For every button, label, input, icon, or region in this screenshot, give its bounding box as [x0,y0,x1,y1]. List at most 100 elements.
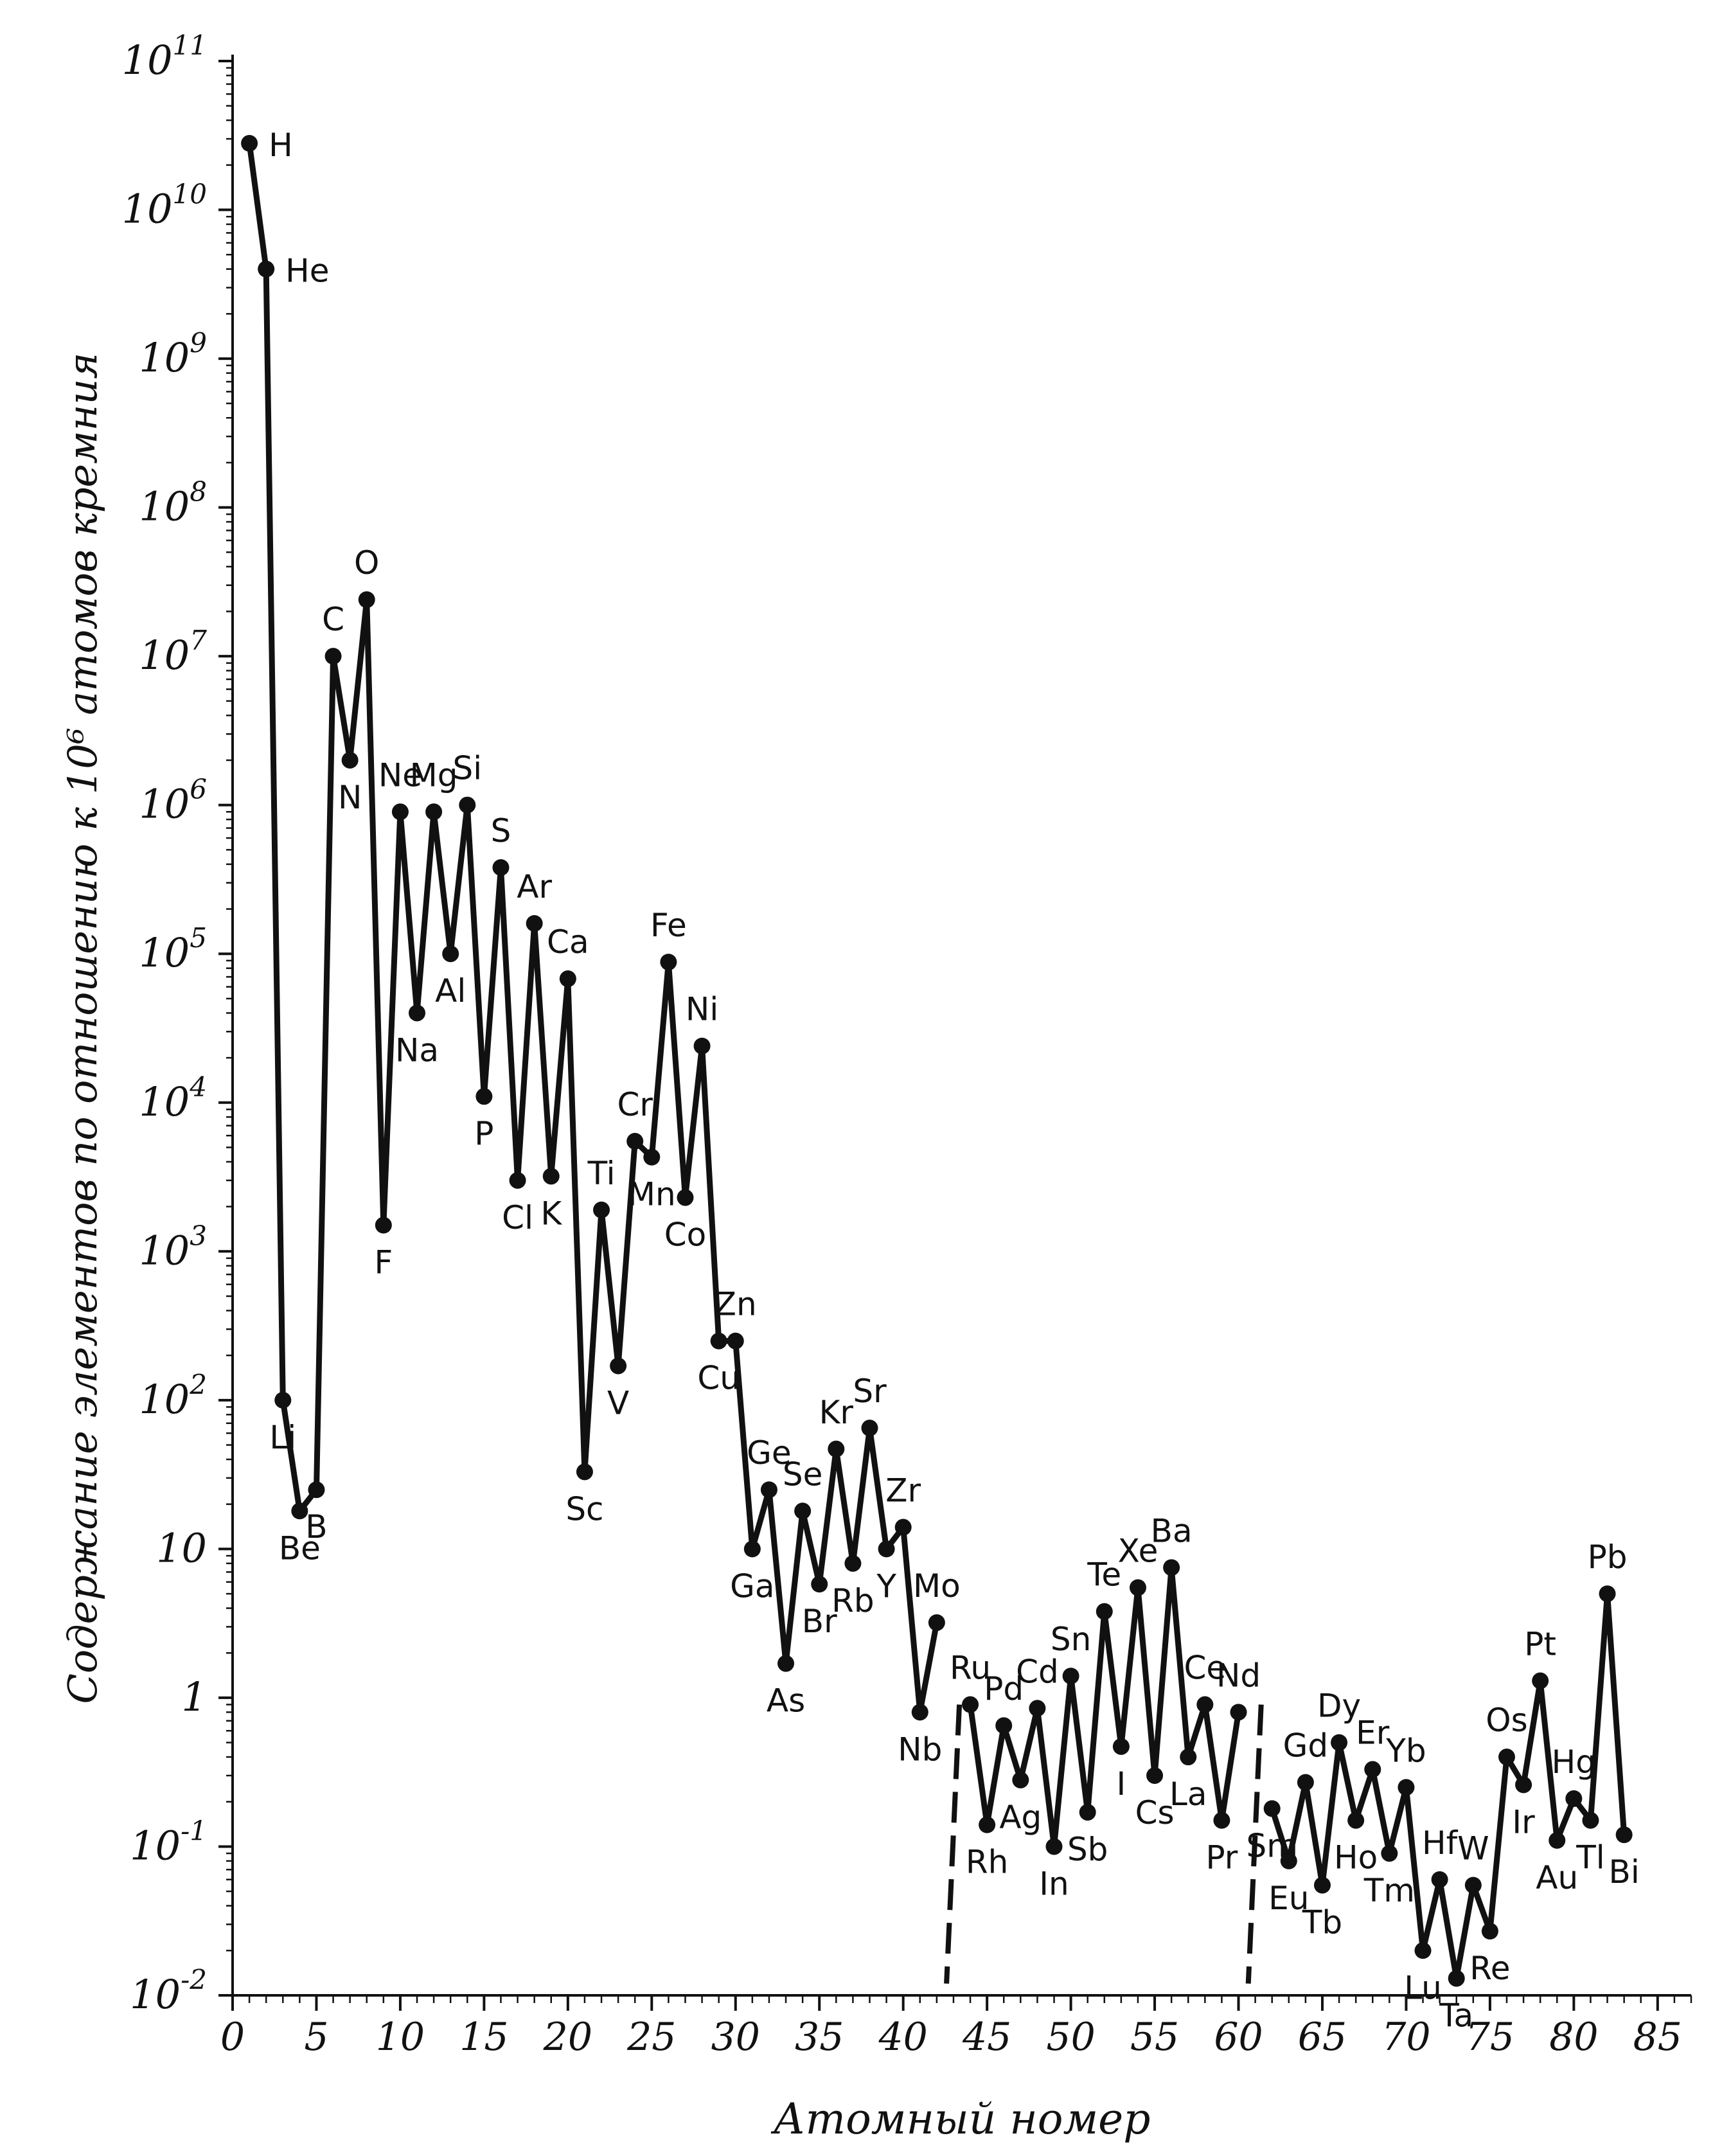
data-point-os [1498,1749,1515,1766]
data-point-lu [1414,1942,1432,1959]
element-label: Mo [913,1567,961,1605]
data-point-in [1045,1838,1063,1855]
data-point-nd [1230,1704,1247,1721]
data-point-ba [1163,1559,1180,1576]
x-tick-label: 55 [1130,2015,1179,2060]
data-point-au [1549,1831,1566,1849]
y-tick-label: 1010 [122,179,207,233]
element-label: Ar [517,868,552,905]
data-point-gd [1297,1774,1314,1791]
element-label: Os [1486,1702,1527,1739]
axis-titles: Атомный номер Содержание элементов по отн… [59,353,1150,2144]
data-point-ar [526,914,543,932]
element-label: I [1116,1765,1126,1803]
data-point-yb [1398,1779,1415,1796]
element-label: Sc [565,1490,603,1528]
data-point-ir [1515,1776,1532,1794]
data-point-be [291,1502,308,1520]
element-label: Cs [1135,1794,1175,1831]
data-point-ho [1347,1812,1365,1829]
data-point-f [375,1216,392,1234]
element-label: He [285,253,329,290]
element-label: Rb [831,1582,874,1619]
data-point-v [610,1357,627,1375]
data-point-i [1112,1738,1130,1755]
data-point-rb [844,1555,862,1572]
element-label: Sr [853,1373,887,1410]
data-point-ne [391,803,409,821]
axes: 1011101010910810710610510410310210110-11… [122,30,1692,2060]
element-label: Ag [999,1799,1042,1836]
data-point-ag [1012,1771,1029,1788]
element-label: Ru [950,1650,991,1687]
data-point-pd [995,1717,1013,1734]
data-point-tm [1381,1845,1398,1862]
element-label: In [1039,1865,1069,1902]
data-point-pr [1213,1812,1230,1829]
x-axis-title: Атомный номер [771,2094,1151,2144]
data-point-sr [861,1420,878,1437]
x-tick-label: 5 [304,2015,328,2060]
element-label: Zn [715,1286,757,1323]
data-point-as [777,1655,795,1672]
element-label: Pb [1588,1538,1628,1576]
data-point-re [1481,1923,1498,1940]
x-tick-label: 35 [795,2015,844,2060]
y-tick-label: 1011 [122,30,207,84]
data-point-se [794,1502,812,1520]
element-label: Hg [1552,1743,1596,1781]
element-label: Ge [747,1434,792,1472]
element-label: Li [269,1419,296,1456]
data-point-nb [911,1704,928,1721]
x-tick-label: 85 [1633,2015,1682,2060]
element-label: Se [783,1456,823,1493]
data-point-hg [1565,1790,1583,1807]
element-label: Rh [966,1844,1008,1881]
data-point-sn [1062,1668,1079,1685]
element-label: Pd [984,1670,1024,1707]
element-label: Cr [617,1086,653,1123]
data-point-ca [559,970,576,988]
element-label: Gd [1283,1727,1328,1765]
element-label: W [1457,1830,1489,1867]
series-line [246,143,940,1715]
element-label: Ba [1151,1512,1193,1549]
y-tick-label: 1 [182,1673,207,1720]
data-point-zr [894,1519,912,1536]
y-tick-label: 105 [139,922,207,976]
element-label: Au [1536,1859,1578,1896]
element-label: Sn [1051,1621,1091,1658]
element-label: V [607,1384,629,1421]
data-point-xe [1129,1579,1146,1596]
element-label: F [374,1244,393,1281]
y-tick-label: 107 [139,625,207,679]
series-line-group [246,143,1628,1982]
data-point-cd [1029,1700,1046,1717]
element-label: Cd [1016,1653,1059,1690]
element-label: Bi [1609,1853,1640,1891]
element-label: Cl [502,1199,533,1236]
x-tick-label: 80 [1549,2015,1598,2060]
y-tick-label: 10-1 [130,1815,207,1869]
data-point-tl [1582,1812,1599,1829]
data-point-ni [693,1037,711,1055]
element-label: Mg [410,756,458,794]
data-point-na [409,1004,426,1022]
element-label: Ho [1334,1839,1378,1876]
x-tick-label: 65 [1298,2015,1347,2060]
data-point-bi [1615,1826,1633,1844]
element-label: Tm [1363,1872,1415,1909]
element-label: B [305,1508,327,1546]
data-points [241,135,1633,1987]
data-point-li [274,1391,292,1409]
element-label: Ga [730,1567,774,1605]
y-tick-label: 108 [139,476,207,530]
element-label: Be [279,1529,321,1567]
data-point-o [358,591,375,609]
x-tick-label: 40 [878,2015,927,2060]
data-point-p [475,1088,493,1105]
x-tick-label: 20 [543,2015,592,2060]
element-label: Er [1356,1714,1390,1751]
data-point-zn [727,1332,744,1350]
gap-marker [1245,1704,1264,1984]
